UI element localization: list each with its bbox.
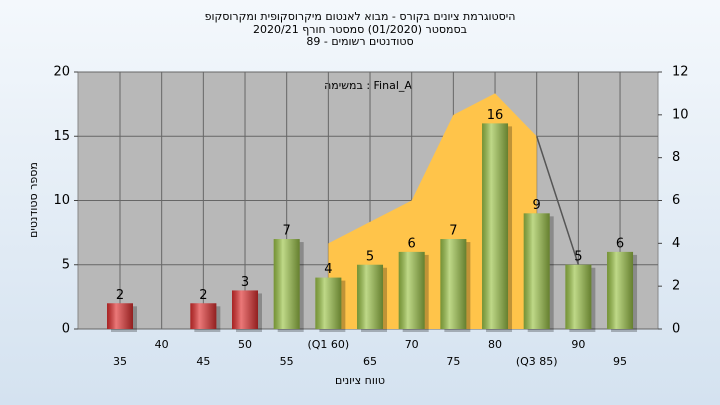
bar-shade [357, 264, 384, 329]
bar-shade [190, 303, 217, 329]
x-tick-label: 50 [238, 338, 252, 351]
y-tick-label: 0 [62, 322, 70, 337]
x-tick-label: 65 [363, 355, 377, 368]
x-tick-label: 40 [155, 338, 169, 351]
bar-shade [273, 239, 300, 329]
x-tick-label: 55 [280, 355, 294, 368]
x-tick-label: 80 [488, 338, 502, 351]
y-tick-label: 15 [53, 129, 70, 144]
line [535, 136, 580, 265]
chart-subtitle: בסמסטר (01/2020) סמסטר חורף 2020/21 [253, 23, 467, 36]
bar-shade [398, 251, 425, 329]
data-label: 9 [533, 198, 541, 213]
data-label: 4 [324, 262, 332, 277]
y-axis-label: מספר סטודנטים [27, 162, 40, 238]
annotation: במשימה : Final_A [324, 79, 412, 92]
y-tick-label: 5 [62, 257, 70, 272]
y-tick-label: 20 [53, 65, 70, 80]
y-tick-label: 10 [53, 193, 70, 208]
bar-shade [565, 264, 592, 329]
data-label: 5 [366, 249, 374, 264]
data-label: 7 [283, 224, 291, 239]
data-label: 6 [616, 236, 624, 251]
y2-tick-label: 10 [672, 107, 689, 122]
chart-title: היסטוגרמת ציונים בקורס - מבוא לאנטום מיק… [205, 10, 516, 23]
bar-shade [440, 239, 467, 329]
x-tick-label: 45 [196, 355, 210, 368]
y2-tick-label: 12 [672, 65, 689, 80]
x-tick-label: 90 [571, 338, 585, 351]
x-tick-label: 70 [405, 338, 419, 351]
bar-shade [523, 213, 550, 329]
bar-shade [315, 277, 342, 329]
y2-tick-label: 6 [672, 193, 680, 208]
y2-tick-label: 4 [672, 236, 680, 251]
data-label: 7 [449, 224, 457, 239]
y2-tick-label: 0 [672, 322, 680, 337]
data-label: 2 [116, 288, 124, 303]
bar-shade [107, 303, 133, 329]
x-tick-label: (Q3 85) [516, 355, 558, 368]
x-tick-label: (Q1 60) [307, 338, 349, 351]
bar-shade [232, 290, 259, 329]
chart-subtitle: סטודנטים רשומים - 89 [306, 35, 413, 48]
bar-shade [482, 123, 509, 330]
x-tick-label: 75 [446, 355, 460, 368]
data-label: 16 [487, 108, 504, 123]
y2-tick-label: 8 [672, 150, 680, 165]
x-tick-label: 95 [613, 355, 627, 368]
x-axis-label: טווח ציונים [335, 374, 385, 387]
data-label: 2 [199, 288, 207, 303]
data-label: 6 [408, 236, 416, 251]
data-label: 3 [241, 275, 249, 290]
x-tick-label: 35 [113, 355, 127, 368]
data-label: 5 [574, 249, 582, 264]
y2-tick-label: 2 [672, 279, 680, 294]
bar-shade [607, 251, 634, 329]
